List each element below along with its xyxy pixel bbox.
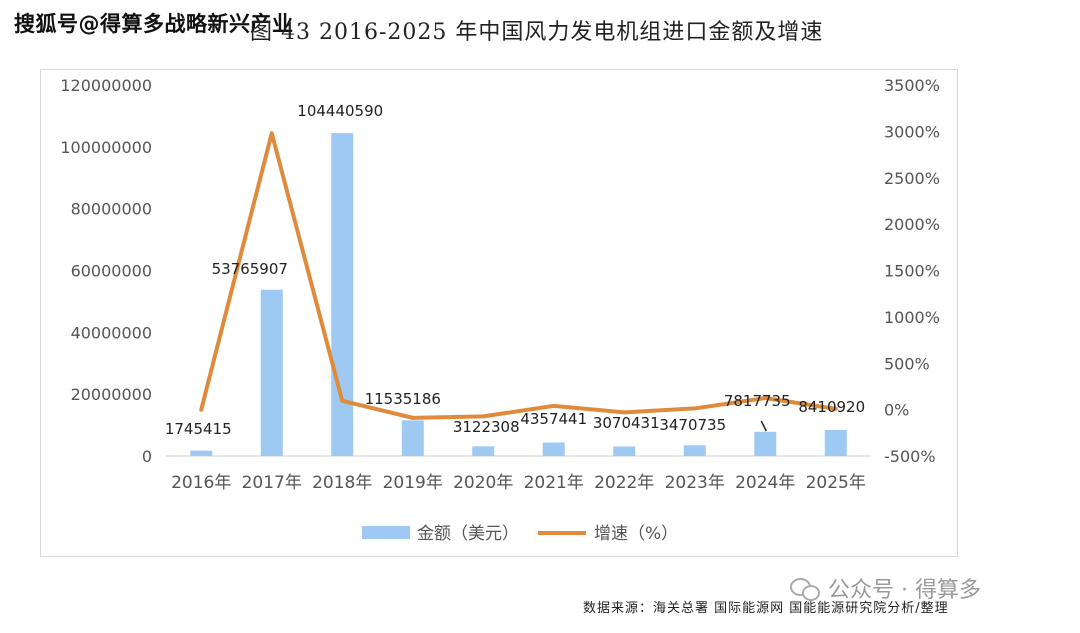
left-axis-tick-label: 120000000 [60,76,152,95]
left-axis-tick-label: 0 [142,447,152,466]
source-note: 数据来源：海关总署 国际能源网 国能能源研究院分析/整理 [583,601,949,616]
bar [542,442,565,456]
right-axis-tick-label: 2000% [884,215,940,234]
right-axis-tick-label: 3500% [884,76,940,95]
bar-data-label: 3070431 [593,414,660,432]
x-axis-tick-label: 2017年 [242,473,302,493]
bar-data-label: 53765907 [212,260,288,278]
x-axis-tick-label: 2018年 [312,473,372,493]
bar-data-label: 8410920 [798,398,865,416]
wechat-icon [790,576,820,601]
x-axis-tick-label: 2019年 [383,473,443,493]
legend-swatch-bar [362,526,410,539]
left-axis-tick-label: 80000000 [71,200,152,219]
x-axis-tick-label: 2022年 [594,473,654,493]
bar [472,446,495,456]
bar [331,133,354,457]
chart-svg: 0 20000000 40000000 60000000 80000000 1000000… [60,76,940,544]
bar-data-label: 1745415 [165,420,232,438]
bar-data-label: 4357441 [520,410,587,428]
bar [260,289,283,456]
right-axis-tick-label: 2500% [884,169,940,188]
bar [190,450,213,456]
right-axis-tick-label: -500% [884,447,936,466]
bar [613,446,636,456]
bar [754,431,777,456]
bar-data-label: 3122308 [453,418,520,436]
legend-label-bar: 金额（美元） [417,524,519,544]
bar-data-label: 104440590 [297,102,383,120]
growth-line [199,131,838,420]
x-axis-tick-label: 2016年 [171,473,231,493]
bar [683,445,706,456]
x-axis-tick-label: 2021年 [524,473,584,493]
x-axis-tick-label: 2020年 [453,473,513,493]
bar [824,429,847,456]
right-axis-tick-label: 0% [884,401,909,420]
left-axis-tick-label: 100000000 [60,138,152,157]
left-axis-tick-label: 20000000 [71,385,152,404]
leader-line [760,420,767,432]
x-axis-tick-label: 2023年 [665,473,725,493]
legend-label-line: 增速（%） [594,524,678,544]
bar-data-label: 11535186 [365,390,441,408]
figure-title: 图 43 2016-2025 年中国风力发电机组进口金额及增速 [250,20,824,45]
right-axis-tick-label: 1500% [884,262,940,281]
right-axis-tick-label: 3000% [884,122,940,141]
wechat-watermark-text: 公众号 · 得算多 [828,578,981,603]
chart-frame: 0 20000000 40000000 60000000 80000000 1000000… [40,69,958,557]
wechat-watermark: 公众号 · 得算多 [790,572,981,604]
x-axis-tick-label: 2025年 [806,473,866,493]
bar-data-label: 3470735 [659,416,726,434]
bar [401,420,424,456]
watermark-top: 搜狐号@得算多战略新兴产业 [14,12,294,36]
right-axis-tick-label: 1000% [884,308,940,327]
left-axis-tick-label: 60000000 [71,262,152,281]
x-axis-tick-label: 2024年 [735,473,795,493]
bar-data-label: 7817735 [724,392,791,410]
left-axis-tick-label: 40000000 [71,323,152,342]
right-axis-tick-label: 500% [884,354,930,373]
